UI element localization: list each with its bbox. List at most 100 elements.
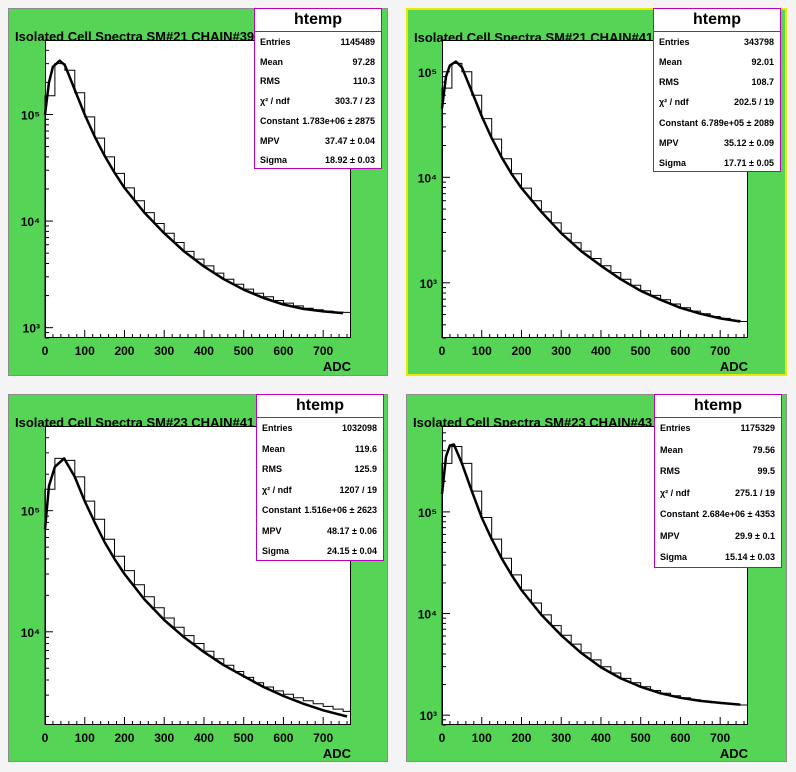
stats-value: 125.9: [354, 464, 377, 475]
stats-value: 15.14 ± 0.03: [725, 552, 775, 563]
x-axis-label: ADC: [323, 746, 352, 761]
x-axis-label: ADC: [720, 746, 749, 761]
x-tick-label: 700: [313, 731, 333, 745]
stats-value: 202.5 / 19: [733, 97, 774, 108]
stats-value: 18.92 ± 0.03: [325, 155, 375, 166]
stats-row: Sigma 24.15 ± 0.04: [257, 541, 383, 562]
x-tick-label: 0: [42, 344, 49, 358]
y-tick-label: 10⁵: [418, 66, 437, 80]
stats-key: Sigma: [659, 157, 687, 168]
x-tick-label: 100: [472, 731, 492, 745]
x-tick-label: 700: [710, 731, 730, 745]
stats-row: χ² / ndf 303.7 / 23: [255, 91, 381, 111]
stats-title: htemp: [655, 395, 781, 418]
stats-key: Entries: [262, 423, 293, 433]
stats-key: Mean: [659, 57, 683, 68]
stats-row: χ² / ndf 202.5 / 19: [654, 92, 780, 112]
x-axis-label: ADC: [323, 359, 352, 374]
y-tick-label: 10³: [420, 277, 437, 291]
stats-value: 1.783e+06 ± 2875: [302, 115, 375, 126]
stats-value: 110.3: [352, 76, 375, 87]
stats-row: Sigma 17.71 ± 0.05: [654, 153, 780, 173]
stats-value: 24.15 ± 0.04: [327, 546, 377, 557]
stats-key: Constant: [262, 505, 301, 516]
stats-value: 6.789e+05 ± 2089: [701, 117, 774, 128]
stats-row: Entries 343798: [654, 32, 780, 52]
stats-box: htemp Entries 343798 Mean 92.01 RMS 108.7 χ² / …: [653, 8, 781, 172]
stats-key: Mean: [260, 56, 284, 67]
stats-key: MPV: [660, 530, 680, 541]
stats-box: htemp Entries 1032098 Mean 119.6 RMS 125.9 χ² /…: [256, 394, 384, 561]
y-tick-label: 10⁵: [21, 109, 40, 123]
x-tick-label: 0: [439, 344, 446, 358]
stats-row: RMS 99.5: [655, 461, 781, 483]
stats-value: 92.01: [751, 57, 774, 68]
stats-key: MPV: [659, 137, 679, 148]
stats-row: MPV 35.12 ± 0.09: [654, 133, 780, 153]
x-axis-label: ADC: [720, 359, 749, 374]
fit-curve-series: [43, 457, 348, 718]
stats-key: Sigma: [260, 155, 288, 166]
stats-row: RMS 125.9: [257, 459, 383, 480]
stats-row: Entries 1145489: [255, 32, 381, 52]
x-tick-label: 600: [670, 731, 690, 745]
stats-key: RMS: [659, 77, 679, 88]
x-tick-label: 200: [114, 731, 134, 745]
stats-row: Entries 1175329: [655, 418, 781, 440]
stats-key: MPV: [262, 525, 282, 536]
stats-row: MPV 29.9 ± 0.1: [655, 526, 781, 548]
stats-key: Mean: [262, 443, 286, 454]
x-tick-label: 200: [114, 344, 134, 358]
stats-value: 48.17 ± 0.06: [327, 525, 377, 536]
stats-row: Constant 2.684e+06 ± 4353: [655, 504, 781, 526]
x-tick-label: 100: [75, 731, 95, 745]
stats-value: 35.12 ± 0.09: [724, 137, 774, 148]
stats-key: Sigma: [262, 546, 290, 557]
y-tick-label: 10³: [23, 322, 40, 336]
stats-row: Mean 119.6: [257, 439, 383, 460]
stats-value: 17.71 ± 0.05: [724, 157, 774, 168]
stats-title: htemp: [255, 9, 381, 32]
y-tick-label: 10⁴: [418, 171, 437, 185]
stats-value: 303.7 / 23: [334, 96, 375, 107]
x-tick-label: 400: [194, 344, 214, 358]
stats-value: 79.56: [752, 444, 775, 455]
stats-row: Sigma 15.14 ± 0.03: [655, 547, 781, 569]
stats-key: χ² / ndf: [260, 96, 290, 107]
stats-value: 1175329: [740, 423, 775, 433]
stats-key: χ² / ndf: [262, 484, 292, 495]
stats-box: htemp Entries 1145489 Mean 97.28 RMS 110.3 χ² /…: [254, 8, 382, 169]
x-tick-label: 300: [154, 731, 174, 745]
x-tick-label: 500: [631, 731, 651, 745]
stats-value: 1207 / 19: [339, 484, 377, 495]
stats-key: χ² / ndf: [660, 487, 690, 498]
stats-key: Entries: [260, 37, 291, 47]
stats-key: Entries: [660, 423, 691, 433]
x-tick-label: 0: [439, 731, 446, 745]
stats-value: 37.47 ± 0.04: [325, 135, 375, 146]
x-tick-label: 600: [273, 731, 293, 745]
x-tick-label: 500: [234, 344, 254, 358]
x-tick-label: 600: [273, 344, 293, 358]
stats-key: χ² / ndf: [659, 97, 689, 108]
stats-key: Mean: [660, 444, 684, 455]
stats-row: χ² / ndf 1207 / 19: [257, 480, 383, 501]
x-tick-label: 300: [551, 344, 571, 358]
stats-key: MPV: [260, 135, 280, 146]
stats-key: Constant: [659, 117, 698, 128]
stats-key: RMS: [262, 464, 282, 475]
x-tick-label: 700: [313, 344, 333, 358]
stats-box: htemp Entries 1175329 Mean 79.56 RMS 99.5 χ² / …: [654, 394, 782, 568]
stats-key: Entries: [659, 37, 690, 47]
stats-value: 99.5: [757, 466, 775, 477]
stats-key: Constant: [660, 509, 699, 520]
stats-key: RMS: [260, 76, 280, 87]
stats-value: 97.28: [352, 56, 375, 67]
stats-value: 119.6: [354, 443, 377, 454]
stats-row: Constant 1.783e+06 ± 2875: [255, 111, 381, 131]
stats-key: RMS: [660, 466, 680, 477]
x-tick-label: 400: [591, 731, 611, 745]
